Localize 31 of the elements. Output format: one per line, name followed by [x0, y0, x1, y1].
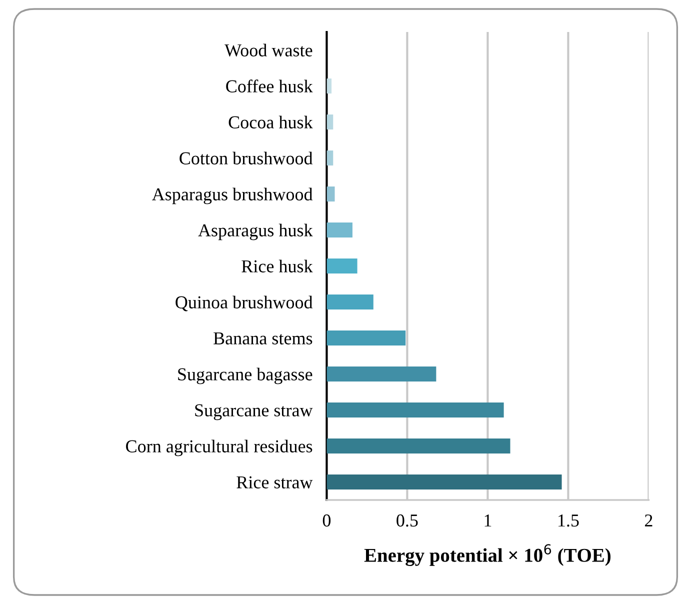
bar	[326, 438, 510, 454]
y-tick-label: Asparagus husk	[198, 224, 313, 240]
bar	[326, 366, 436, 382]
x-tick-label: 1	[484, 514, 492, 526]
bar	[326, 222, 352, 238]
y-tick-label: Rice straw	[236, 476, 313, 488]
bar	[326, 258, 358, 274]
y-tick-label: Cotton brushwood	[180, 152, 313, 164]
x-tick-label: 0.5	[396, 514, 418, 527]
y-tick-label: Rice husk	[242, 260, 313, 272]
bar	[326, 186, 335, 202]
y-tick-label: Asparagus brushwood	[152, 188, 313, 204]
x-tick-label: 1.5	[558, 514, 579, 527]
bar	[326, 294, 374, 310]
bar	[326, 114, 334, 130]
x-tick-label: 2	[644, 514, 652, 526]
bar	[326, 78, 332, 94]
y-tick-label: Sugarcane straw	[195, 404, 313, 420]
y-tick-label: Corn agricultural residues	[126, 440, 312, 456]
bar	[326, 402, 504, 418]
y-tick-label: Coffee husk	[226, 80, 313, 92]
bar	[326, 330, 406, 346]
x-axis-title: Energy potential × 10$^{6}$ (TOE)	[364, 544, 610, 566]
bar	[326, 474, 562, 490]
bar	[326, 150, 334, 166]
y-tick-label: Wood waste	[224, 44, 312, 57]
y-tick-label: Banana stems	[214, 332, 312, 344]
y-tick-label: Cocoa husk	[228, 116, 313, 128]
y-tick-label: Sugarcane bagasse	[178, 368, 312, 384]
x-tick-label: 0	[322, 514, 331, 527]
y-tick-label: Quinoa brushwood	[176, 296, 313, 312]
